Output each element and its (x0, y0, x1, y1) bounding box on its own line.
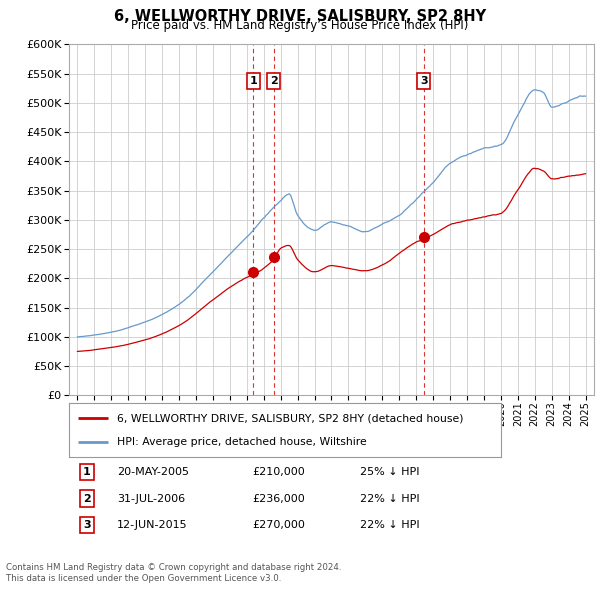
Text: 3: 3 (420, 76, 428, 86)
Text: 12-JUN-2015: 12-JUN-2015 (117, 520, 188, 530)
Text: 20-MAY-2005: 20-MAY-2005 (117, 467, 189, 477)
Text: 22% ↓ HPI: 22% ↓ HPI (360, 494, 419, 503)
Text: 1: 1 (83, 467, 91, 477)
Text: 22% ↓ HPI: 22% ↓ HPI (360, 520, 419, 530)
Text: 6, WELLWORTHY DRIVE, SALISBURY, SP2 8HY (detached house): 6, WELLWORTHY DRIVE, SALISBURY, SP2 8HY … (116, 413, 463, 423)
Text: £210,000: £210,000 (252, 467, 305, 477)
Text: Contains HM Land Registry data © Crown copyright and database right 2024.: Contains HM Land Registry data © Crown c… (6, 563, 341, 572)
Text: 3: 3 (83, 520, 91, 530)
Text: This data is licensed under the Open Government Licence v3.0.: This data is licensed under the Open Gov… (6, 574, 281, 583)
Text: 2: 2 (270, 76, 277, 86)
Text: 2: 2 (83, 494, 91, 503)
Text: £236,000: £236,000 (252, 494, 305, 503)
Text: 25% ↓ HPI: 25% ↓ HPI (360, 467, 419, 477)
Text: 6, WELLWORTHY DRIVE, SALISBURY, SP2 8HY: 6, WELLWORTHY DRIVE, SALISBURY, SP2 8HY (114, 9, 486, 24)
Text: HPI: Average price, detached house, Wiltshire: HPI: Average price, detached house, Wilt… (116, 437, 366, 447)
Text: 1: 1 (250, 76, 257, 86)
Text: 31-JUL-2006: 31-JUL-2006 (117, 494, 185, 503)
Text: Price paid vs. HM Land Registry’s House Price Index (HPI): Price paid vs. HM Land Registry’s House … (131, 19, 469, 32)
Text: £270,000: £270,000 (252, 520, 305, 530)
